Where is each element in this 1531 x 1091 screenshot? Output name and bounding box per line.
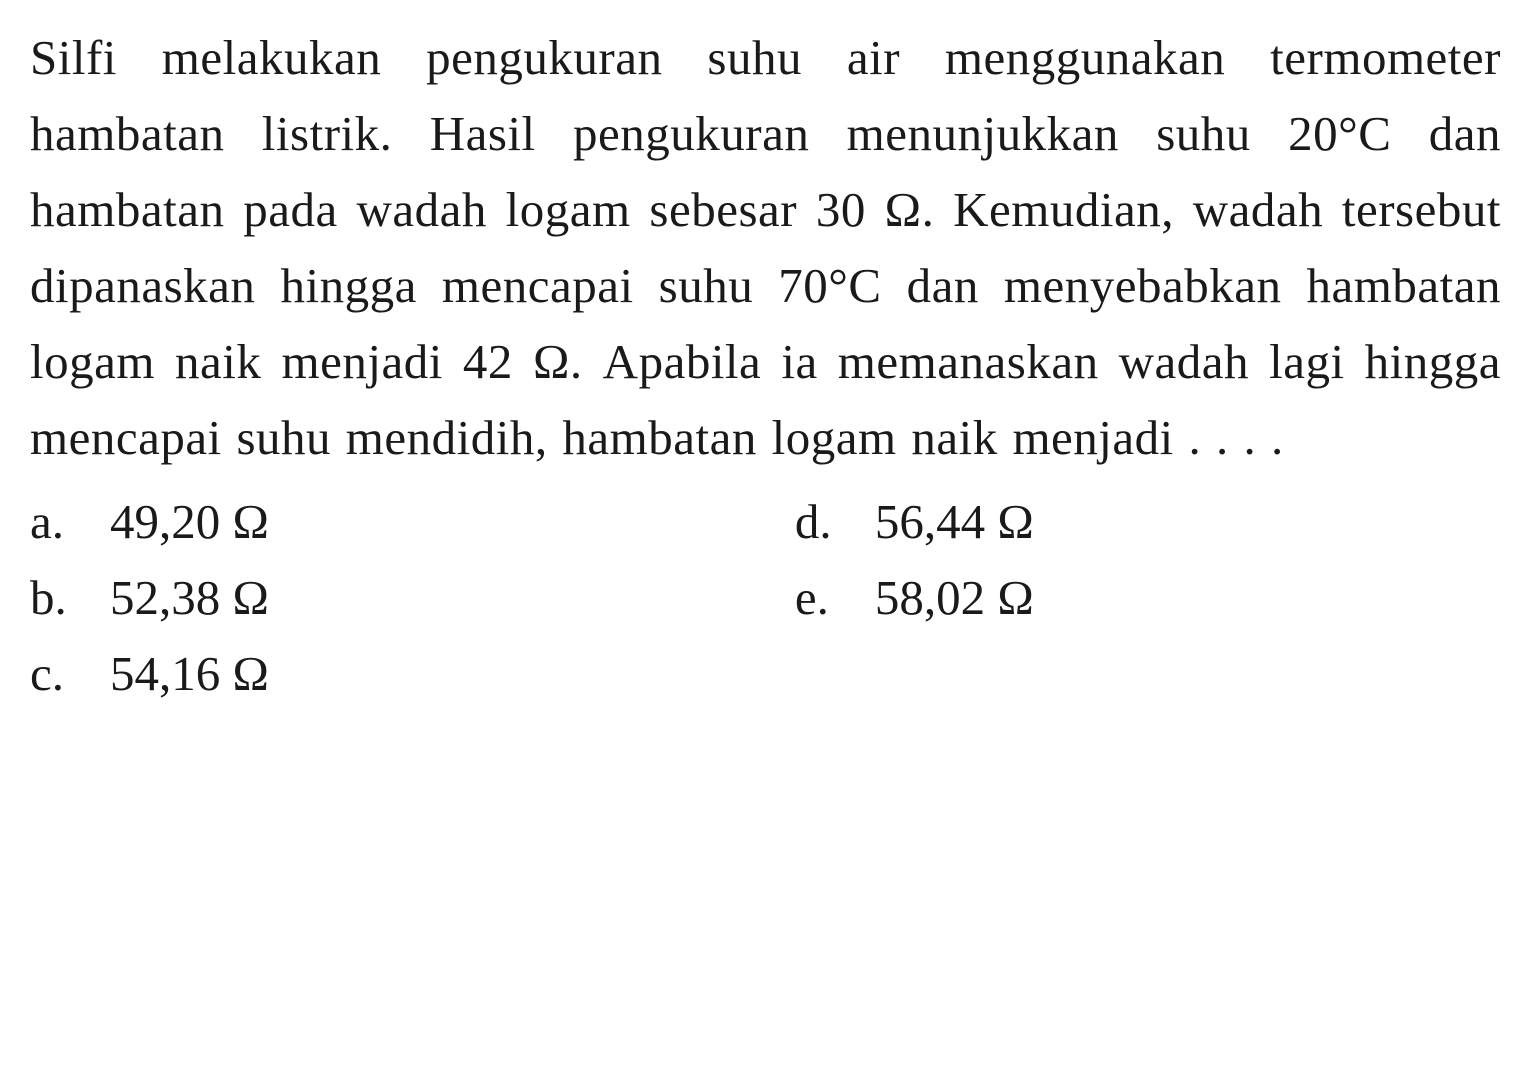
option-c-value: 54,16 Ω [110,636,269,712]
option-b-value: 52,38 Ω [110,560,269,636]
option-d: d. 56,44 Ω [795,484,1501,560]
option-b: b. 52,38 Ω [30,560,795,636]
option-d-letter: d. [795,484,875,560]
option-c-letter: c. [30,636,110,712]
option-e-value: 58,02 Ω [875,560,1034,636]
option-c: c. 54,16 Ω [30,636,795,712]
option-a-letter: a. [30,484,110,560]
option-a: a. 49,20 Ω [30,484,795,560]
question-text: Silfi melakukan pengukuran suhu air meng… [30,20,1501,476]
option-e-letter: e. [795,560,875,636]
options-container: a. 49,20 Ω b. 52,38 Ω c. 54,16 Ω d. 56,4… [30,484,1501,712]
exam-question-page: Silfi melakukan pengukuran suhu air meng… [0,0,1531,731]
option-b-letter: b. [30,560,110,636]
option-e: e. 58,02 Ω [795,560,1501,636]
options-right-column: d. 56,44 Ω e. 58,02 Ω [795,484,1501,712]
option-d-value: 56,44 Ω [875,484,1034,560]
option-a-value: 49,20 Ω [110,484,269,560]
options-left-column: a. 49,20 Ω b. 52,38 Ω c. 54,16 Ω [30,484,795,712]
